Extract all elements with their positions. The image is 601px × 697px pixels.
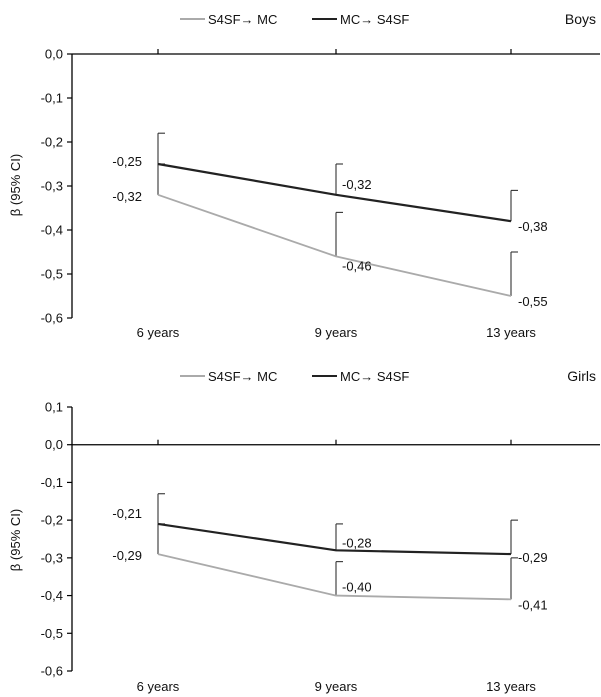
girls-y-tick-label: -0,2 — [41, 513, 63, 528]
girls-y-tick-label: -0,4 — [41, 588, 63, 603]
boys-y-tick-label: -0,4 — [41, 223, 63, 238]
boys-x-category-label: 9 years — [315, 325, 358, 340]
boys-y-tick-label: -0,5 — [41, 267, 63, 282]
girls-data-label: -0,21 — [112, 506, 142, 521]
boys-y-tick-label: -0,6 — [41, 311, 63, 326]
legend-label-s4sf-to-mc: S4SF→ MC — [208, 369, 277, 384]
boys-data-label: -0,55 — [518, 294, 548, 309]
girls-data-label: -0,40 — [342, 580, 372, 595]
girls-series-line-s4sf-to-mc — [157, 553, 512, 601]
boys-series-line-mc-to-s4sf — [157, 162, 512, 223]
boys-data-label: -0,38 — [518, 219, 548, 234]
boys-y-axis-label: β (95% CI) — [8, 154, 23, 216]
boys-line-chart: S4SF→ MC MC→ S4SF Boys β (95% CI) 0,0 -0,… — [8, 11, 600, 340]
girls-y-tick-label: -0,6 — [41, 664, 63, 679]
legend-label-s4sf-to-mc: S4SF→ MC — [208, 12, 277, 27]
boys-data-label: -0,32 — [342, 177, 372, 192]
boys-x-category-label: 6 years — [137, 325, 180, 340]
girls-y-tick-label: -0,3 — [41, 550, 63, 565]
girls-x-category-label: 13 years — [486, 679, 536, 694]
girls-data-label: -0,29 — [112, 548, 142, 563]
boys-y-tick-label: 0,0 — [45, 47, 63, 62]
girls-y-tick-label: 0,1 — [45, 400, 63, 415]
girls-y-axis-label: β (95% CI) — [8, 509, 23, 571]
boys-data-label: -0,32 — [112, 189, 142, 204]
girls-x-category-label: 9 years — [315, 679, 358, 694]
legend-label-mc-to-s4sf: MC→ S4SF — [340, 12, 409, 27]
girls-data-label: -0,28 — [342, 535, 372, 550]
girls-line-chart: S4SF→ MC MC→ S4SF Girls β (95% CI) 0,10,… — [8, 368, 600, 694]
boys-y-tick-label: -0,3 — [41, 179, 63, 194]
boys-legend: S4SF→ MC MC→ S4SF — [180, 12, 409, 27]
boys-y-tick-label: -0,1 — [41, 91, 63, 106]
boys-chart-panel: S4SF→ MC MC→ S4SF Boys β (95% CI) 0,0 -0,… — [0, 0, 601, 345]
girls-x-category-label: 6 years — [137, 679, 180, 694]
boys-x-category-label: 13 years — [486, 325, 536, 340]
girls-data-label: -0,29 — [518, 550, 548, 565]
girls-chart-panel: S4SF→ MC MC→ S4SF Girls β (95% CI) 0,1 0,… — [0, 345, 601, 697]
boys-series-line-s4sf-to-mc — [157, 193, 512, 297]
girls-y-tick-label: -0,1 — [41, 475, 63, 490]
boys-y-tick-label: -0,2 — [41, 135, 63, 150]
girls-panel-title: Girls — [567, 368, 596, 384]
girls-plot-area: 0,1 0,0 -0,1 -0,2 -0,3 -0,4 -0,5 -0,6 6 years 9 y… — [41, 400, 600, 694]
girls-series-line-mc-to-s4sf — [157, 522, 512, 556]
boys-data-label: -0,25 — [112, 154, 142, 169]
girls-y-tick-label: 0,0 — [45, 437, 63, 452]
boys-data-label: -0,46 — [342, 258, 372, 273]
boys-plot-area: 0,0 -0,1 -0,2 -0,3 -0,4 -0,5 -0,6 6 years 9 year… — [41, 47, 600, 340]
girls-legend: S4SF→ MC MC→ S4SF — [180, 369, 409, 384]
legend-label-mc-to-s4sf: MC→ S4SF — [340, 369, 409, 384]
girls-y-tick-label: -0,5 — [41, 626, 63, 641]
boys-panel-title: Boys — [565, 11, 596, 27]
girls-data-label: -0,41 — [518, 597, 548, 612]
